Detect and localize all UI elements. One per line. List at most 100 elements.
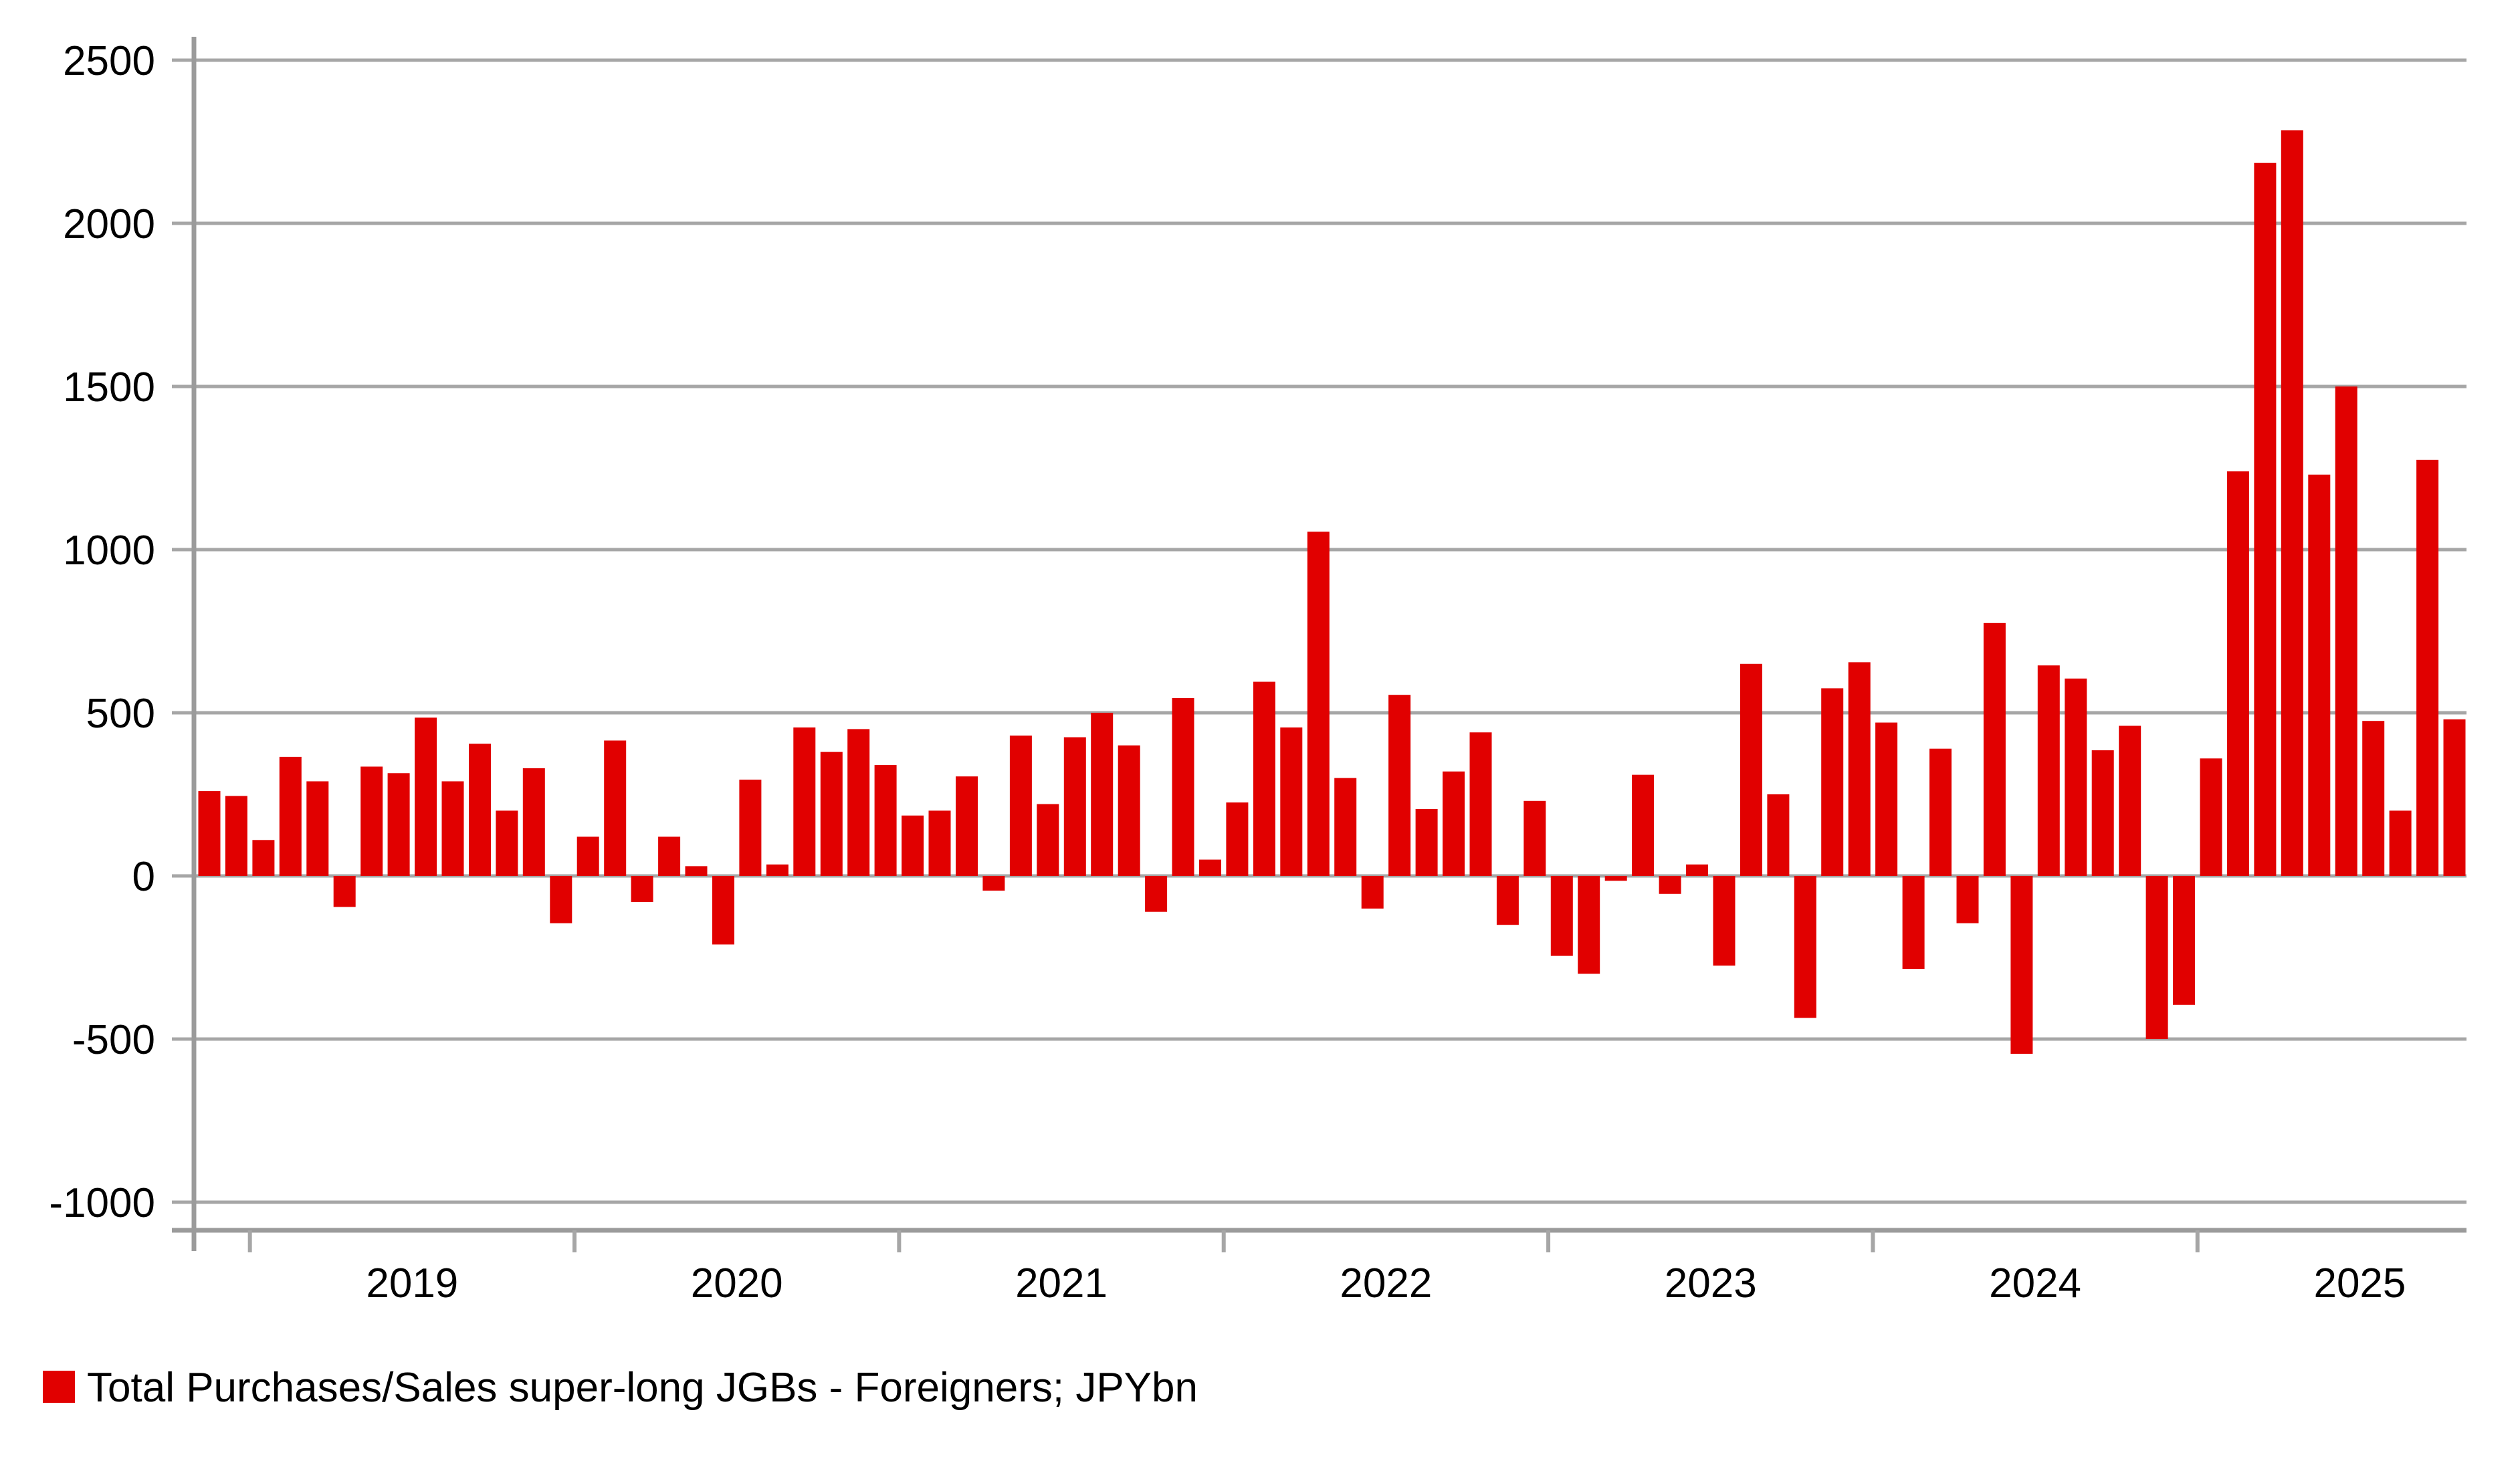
bar-2025-03 [2254,162,2277,877]
bar-2018-12 [225,796,247,876]
bar-2024-05 [1983,623,2006,876]
bar-2019-04 [333,876,356,907]
bar-2025-07 [2362,721,2385,876]
bar-2020-05 [685,866,708,876]
bar-2025-09 [2416,459,2439,876]
bar-2021-02 [928,810,951,876]
x-tick-label: 2019 [366,1260,458,1307]
bar-2021-10 [1145,876,1168,912]
y-tick-label: -500 [72,1017,155,1063]
legend-swatch-icon [43,1371,75,1403]
bar-2020-02 [604,740,627,876]
bar-2023-04 [1632,774,1655,876]
x-tick-label: 2024 [1989,1260,2081,1307]
bar-2021-03 [956,776,978,876]
bar-2020-09 [793,727,816,876]
bar-2021-05 [1009,735,1032,876]
bar-2022-09 [1443,771,1465,876]
bar-2019-10 [496,810,518,876]
y-tick-label: 1500 [63,364,155,411]
x-tick-label: 2025 [2313,1260,2406,1307]
bar-2025-06 [2335,386,2357,876]
bar-2019-05 [360,766,383,876]
bar-2024-03 [1929,748,1952,876]
bar-2024-07 [2037,665,2060,876]
x-tick-label: 2022 [1340,1260,1432,1307]
bar-2021-01 [902,815,924,876]
bar-2024-09 [2091,750,2114,876]
y-tick-label: 500 [86,691,155,737]
bar-2018-11 [198,791,221,876]
bar-2024-06 [2010,876,2033,1054]
bar-2025-05 [2308,474,2331,876]
bar-2019-03 [306,781,329,876]
y-tick-label: 2500 [63,38,155,84]
bar-2019-01 [252,840,275,876]
bar-2025-01 [2200,758,2222,876]
y-tick-label: 2000 [63,201,155,247]
axes [172,37,2466,1252]
bar-2024-12 [2173,876,2195,1005]
bar-2021-09 [1118,745,1140,876]
bar-2023-11 [1821,688,1844,876]
bar-2023-10 [1794,876,1816,1018]
bar-2023-06 [1686,864,1708,876]
bar-2022-07 [1388,695,1411,876]
bar-2020-04 [658,836,681,876]
y-tick-label: -1000 [49,1180,155,1226]
bar-2021-08 [1091,713,1114,876]
bar-2020-07 [739,780,762,876]
bar-2020-06 [712,876,734,945]
bar-2025-10 [2443,719,2466,876]
bar-2023-03 [1604,876,1627,881]
x-tick-label: 2020 [691,1260,783,1307]
bar-2022-12 [1524,800,1546,876]
bar-2019-12 [550,876,572,923]
bar-2022-06 [1361,876,1384,909]
bar-2020-12 [874,765,897,876]
bar-2021-12 [1199,859,1221,876]
bar-2023-02 [1578,876,1600,974]
bar-2025-02 [2226,471,2249,876]
bar-2025-08 [2389,810,2412,876]
x-tick-label: 2021 [1015,1260,1108,1307]
y-tick-label: 0 [132,854,155,900]
bar-2024-08 [2065,678,2087,876]
bar-2023-07 [1713,876,1736,966]
bar-2023-09 [1767,794,1790,876]
bar-2024-04 [1956,876,1979,923]
bar-2022-03 [1280,727,1303,876]
bar-2023-08 [1740,663,1762,876]
legend-label: Total Purchases/Sales super-long JGBs - … [87,1365,1198,1411]
bar-2020-08 [766,864,789,876]
bar-2024-02 [1902,876,1925,970]
bar-2021-11 [1172,698,1194,876]
bar-2022-05 [1334,778,1357,876]
bar-2022-04 [1307,532,1330,876]
bar-2020-10 [820,752,843,876]
bar-2019-06 [387,773,410,876]
bars [198,130,2466,1054]
bar-2023-12 [1848,662,1871,876]
bar-2022-01 [1226,802,1249,876]
bar-2020-03 [631,876,653,902]
bar-2024-11 [2145,876,2168,1039]
bar-2021-04 [982,876,1005,891]
bar-2019-08 [441,781,464,876]
bar-2022-08 [1415,809,1438,876]
bar-2021-06 [1037,804,1059,876]
bar-2024-01 [1875,722,1898,876]
legend: Total Purchases/Sales super-long JGBs - … [43,1365,1198,1411]
axis-labels: 2500 2000 1500 1000 500 0 -500 -1000 2019 2020 202… [49,38,2406,1307]
bar-2019-11 [522,768,545,876]
bar-2025-04 [2281,130,2303,876]
bar-2022-02 [1253,681,1275,876]
bar-2020-11 [847,729,870,876]
bar-2019-02 [279,756,302,876]
bar-2020-01 [576,836,599,876]
bar-2023-05 [1659,876,1681,894]
bar-2024-10 [2119,725,2141,876]
bar-2019-09 [469,744,491,876]
x-tick-label: 2023 [1665,1260,1757,1307]
